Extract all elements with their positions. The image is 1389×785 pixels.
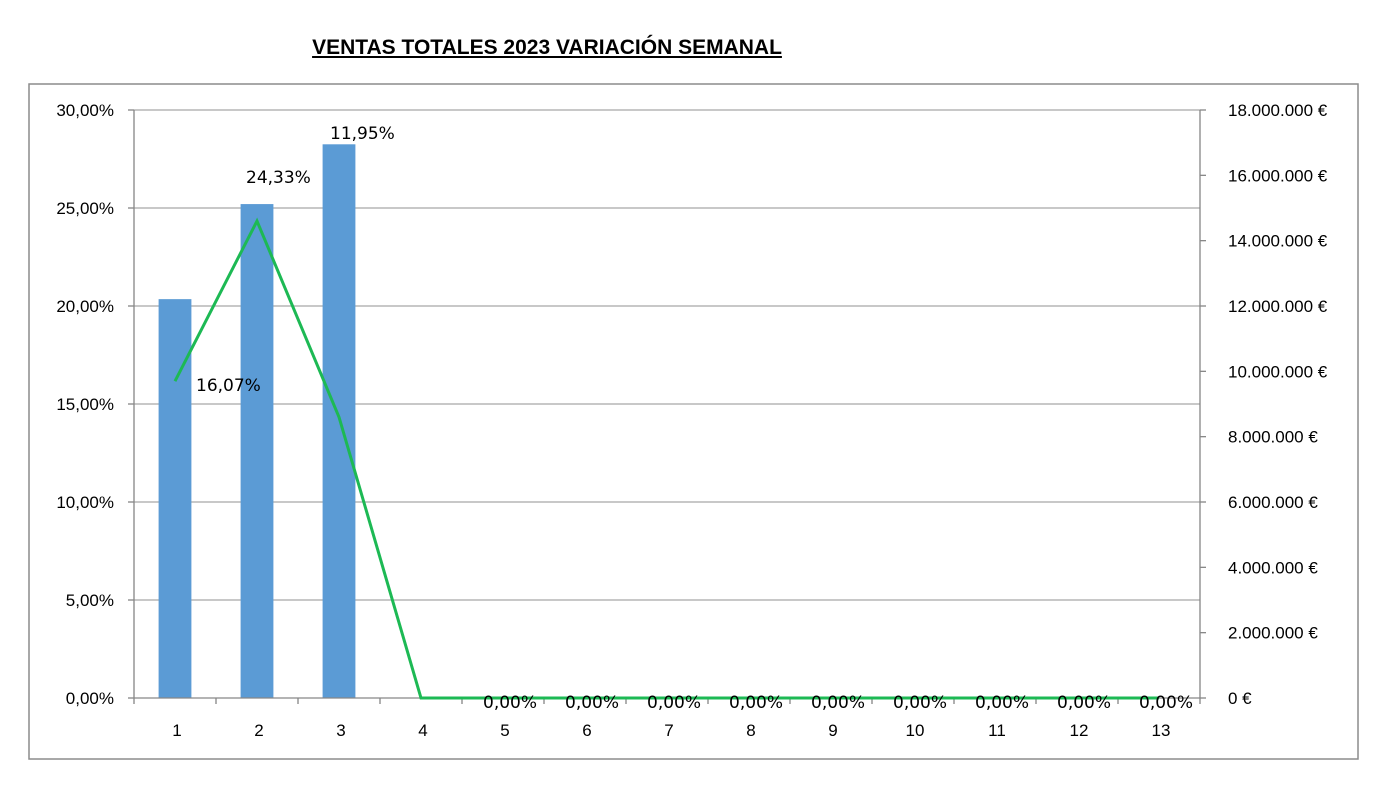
- line-data-label: 0,00%: [1139, 693, 1193, 713]
- line-data-label: 0,00%: [1057, 693, 1111, 713]
- y-right-tick-label: 10.000.000 €: [1228, 362, 1328, 381]
- chart-frame: [28, 83, 1359, 760]
- line-data-label: 0,00%: [565, 693, 619, 713]
- x-tick-label: 1: [172, 721, 181, 740]
- x-tick-label: 9: [828, 721, 837, 740]
- y-right-tick-label: 16.000.000 €: [1228, 166, 1328, 185]
- y-left-tick-label: 15,00%: [56, 395, 114, 414]
- x-tick-label: 10: [906, 721, 925, 740]
- x-tick-label: 8: [746, 721, 755, 740]
- x-tick-label: 12: [1070, 721, 1089, 740]
- line-data-label: 0,00%: [729, 693, 783, 713]
- chart-title: VENTAS TOTALES 2023 VARIACIÓN SEMANAL: [312, 36, 782, 59]
- line-series: [173, 217, 1160, 700]
- y-right-tick-label: 6.000.000 €: [1228, 493, 1318, 512]
- y-left-tick-label: 10,00%: [56, 493, 114, 512]
- bar: [158, 299, 192, 698]
- x-tick-label: 2: [254, 721, 263, 740]
- x-tick-label: 4: [418, 721, 427, 740]
- y-left-tick-label: 30,00%: [56, 101, 114, 120]
- y-right-tick-label: 2.000.000 €: [1228, 624, 1318, 643]
- bar-series: [158, 144, 356, 699]
- line-data-label: 0,00%: [647, 693, 701, 713]
- y-right-tick-label: 8.000.000 €: [1228, 428, 1318, 447]
- x-tick-label: 7: [664, 721, 673, 740]
- y-right-tick-label: 4.000.000 €: [1228, 558, 1318, 577]
- y-right-tick-label: 0 €: [1228, 689, 1252, 708]
- x-tick-label: 13: [1152, 721, 1171, 740]
- y-right-tick-label: 14.000.000 €: [1228, 232, 1328, 251]
- y-left-tick-label: 20,00%: [56, 297, 114, 316]
- line-data-label: 11,95%: [330, 124, 395, 144]
- data-labels: 16,07% 24,33% 11,95% 0,00% 0,00% 0,00% 0,00% 0,…: [196, 124, 1193, 713]
- x-tick-label: 5: [500, 721, 509, 740]
- line-data-label: 24,33%: [246, 168, 311, 188]
- x-tick-label: 11: [988, 721, 1006, 740]
- y-left-tick-label: 5,00%: [66, 591, 114, 610]
- tick-labels: 0,00%5,00%10,00%15,00%20,00%25,00%30,00%…: [56, 101, 1327, 740]
- x-tick-label: 3: [336, 721, 345, 740]
- y-right-tick-label: 12.000.000 €: [1228, 297, 1328, 316]
- line-data-label: 0,00%: [975, 693, 1029, 713]
- bar: [240, 204, 274, 698]
- x-tick-label: 6: [582, 721, 591, 740]
- line-data-label: 0,00%: [893, 693, 947, 713]
- y-right-tick-label: 18.000.000 €: [1228, 101, 1328, 120]
- line-data-label: 16,07%: [196, 376, 261, 396]
- line-data-label: 0,00%: [483, 693, 537, 713]
- line-data-label: 0,00%: [811, 693, 865, 713]
- y-left-tick-label: 25,00%: [56, 199, 114, 218]
- gridlines: [134, 109, 1200, 601]
- y-left-tick-label: 0,00%: [66, 689, 114, 708]
